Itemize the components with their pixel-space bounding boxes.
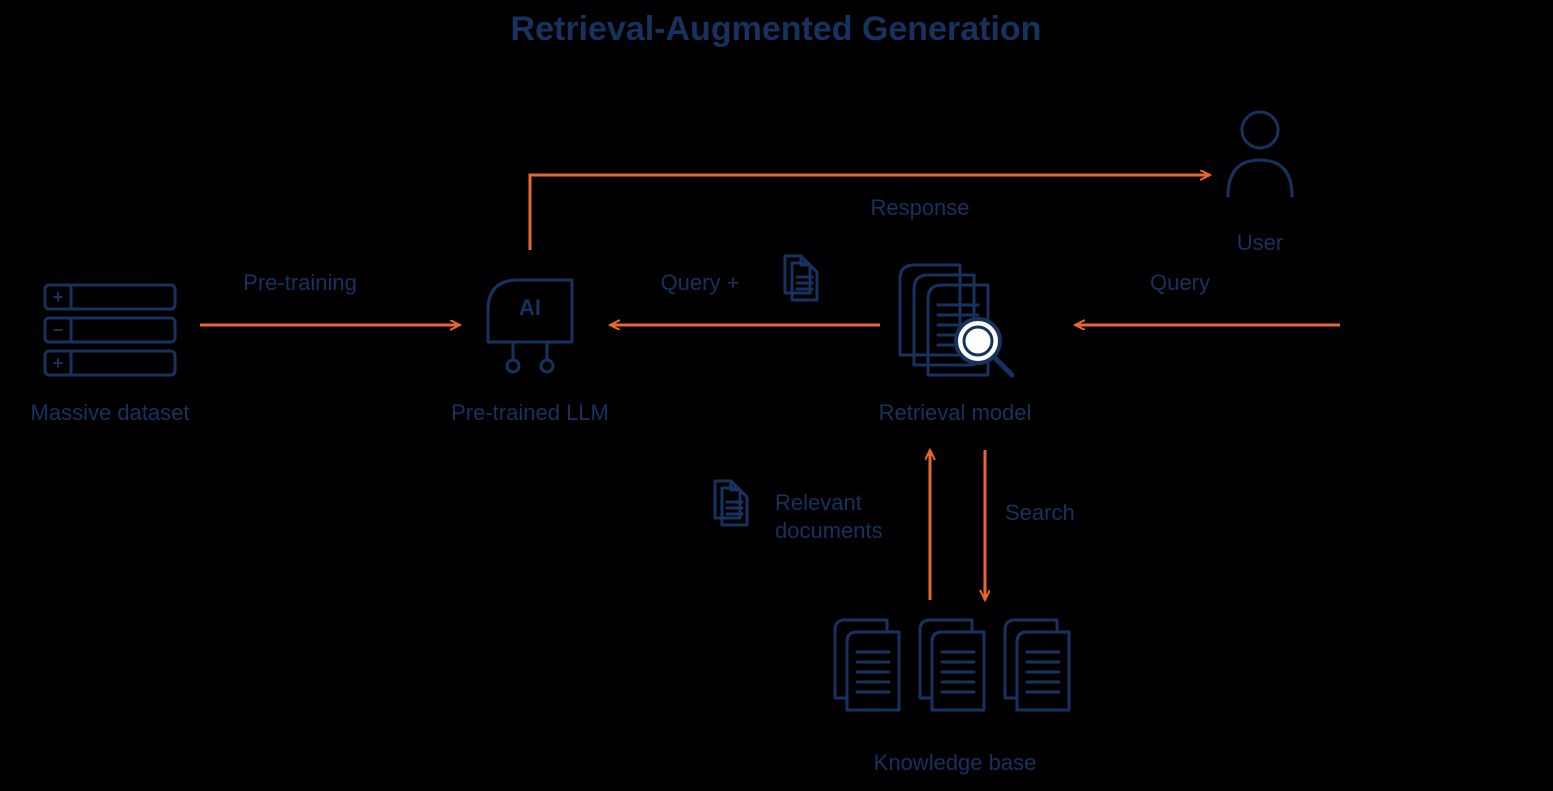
- svg-text:−: −: [53, 320, 64, 340]
- diagram-title: Retrieval-Augmented Generation: [511, 10, 1042, 48]
- documents-stack-icon: [835, 620, 1069, 710]
- edge-pretraining-label: Pre-training: [243, 270, 357, 295]
- rag-diagram: Retrieval-Augmented Generation Pre-train…: [0, 0, 1553, 791]
- database-icon: + − +: [45, 285, 175, 375]
- svg-text:AI: AI: [519, 295, 541, 320]
- search-documents-icon: [900, 265, 1012, 375]
- node-dataset-label: Massive dataset: [31, 400, 190, 425]
- edge-query-plus-label: Query +: [661, 270, 740, 295]
- user-icon: [1228, 112, 1292, 196]
- node-llm-label: Pre-trained LLM: [451, 400, 609, 425]
- edge-query-label: Query: [1150, 270, 1210, 295]
- node-knowledge-base: Knowledge base: [835, 620, 1069, 775]
- document-icon: [785, 256, 817, 300]
- node-user-label: User: [1237, 230, 1283, 255]
- edge-response-label: Response: [870, 195, 969, 220]
- edge-relevant-label2: documents: [775, 518, 883, 543]
- node-pretrained-llm: AI Pre-trained LLM: [451, 280, 609, 425]
- node-user: User: [1228, 112, 1292, 255]
- edges: Pre-training Response Query + Query Rele…: [200, 175, 1340, 600]
- document-icon: [715, 481, 747, 525]
- edge-relevant-label1: Relevant: [775, 490, 862, 515]
- node-retrieval-label: Retrieval model: [879, 400, 1032, 425]
- edge-search-label: Search: [1005, 500, 1075, 525]
- node-massive-dataset: + − + Massive dataset: [31, 285, 190, 425]
- svg-text:+: +: [53, 353, 64, 373]
- svg-text:+: +: [53, 287, 64, 307]
- node-kb-label: Knowledge base: [874, 750, 1037, 775]
- ai-chip-icon: AI: [488, 280, 572, 372]
- node-retrieval-model: Retrieval model: [879, 265, 1032, 425]
